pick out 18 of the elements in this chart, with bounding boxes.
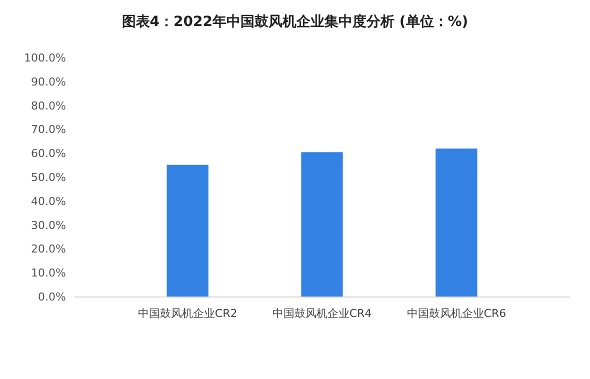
y-tick-label: 70.0% xyxy=(31,123,66,136)
bar xyxy=(166,164,208,297)
bar xyxy=(436,148,478,297)
x-tick-label: 中国鼓风机企业CR6 xyxy=(406,306,506,320)
x-tick-label: 中国鼓风机企业CR2 xyxy=(138,306,238,320)
y-tick-label: 10.0% xyxy=(31,266,66,280)
y-tick-label: 20.0% xyxy=(31,242,66,256)
y-tick-label: 80.0% xyxy=(31,99,66,112)
y-tick-label: 0.0% xyxy=(38,290,66,304)
bar xyxy=(301,152,343,297)
y-tick-label: 40.0% xyxy=(31,194,66,208)
y-tick-label: 60.0% xyxy=(31,147,66,160)
chart-title: 图表4：2022年中国鼓风机企业集中度分析 (单位：%) xyxy=(122,13,468,30)
x-tick-label: 中国鼓风机企业CR4 xyxy=(272,306,372,320)
y-tick-label: 50.0% xyxy=(31,171,66,184)
y-tick-label: 90.0% xyxy=(31,75,66,88)
y-tick-label: 30.0% xyxy=(31,218,66,232)
y-tick-label: 100.0% xyxy=(24,52,66,65)
